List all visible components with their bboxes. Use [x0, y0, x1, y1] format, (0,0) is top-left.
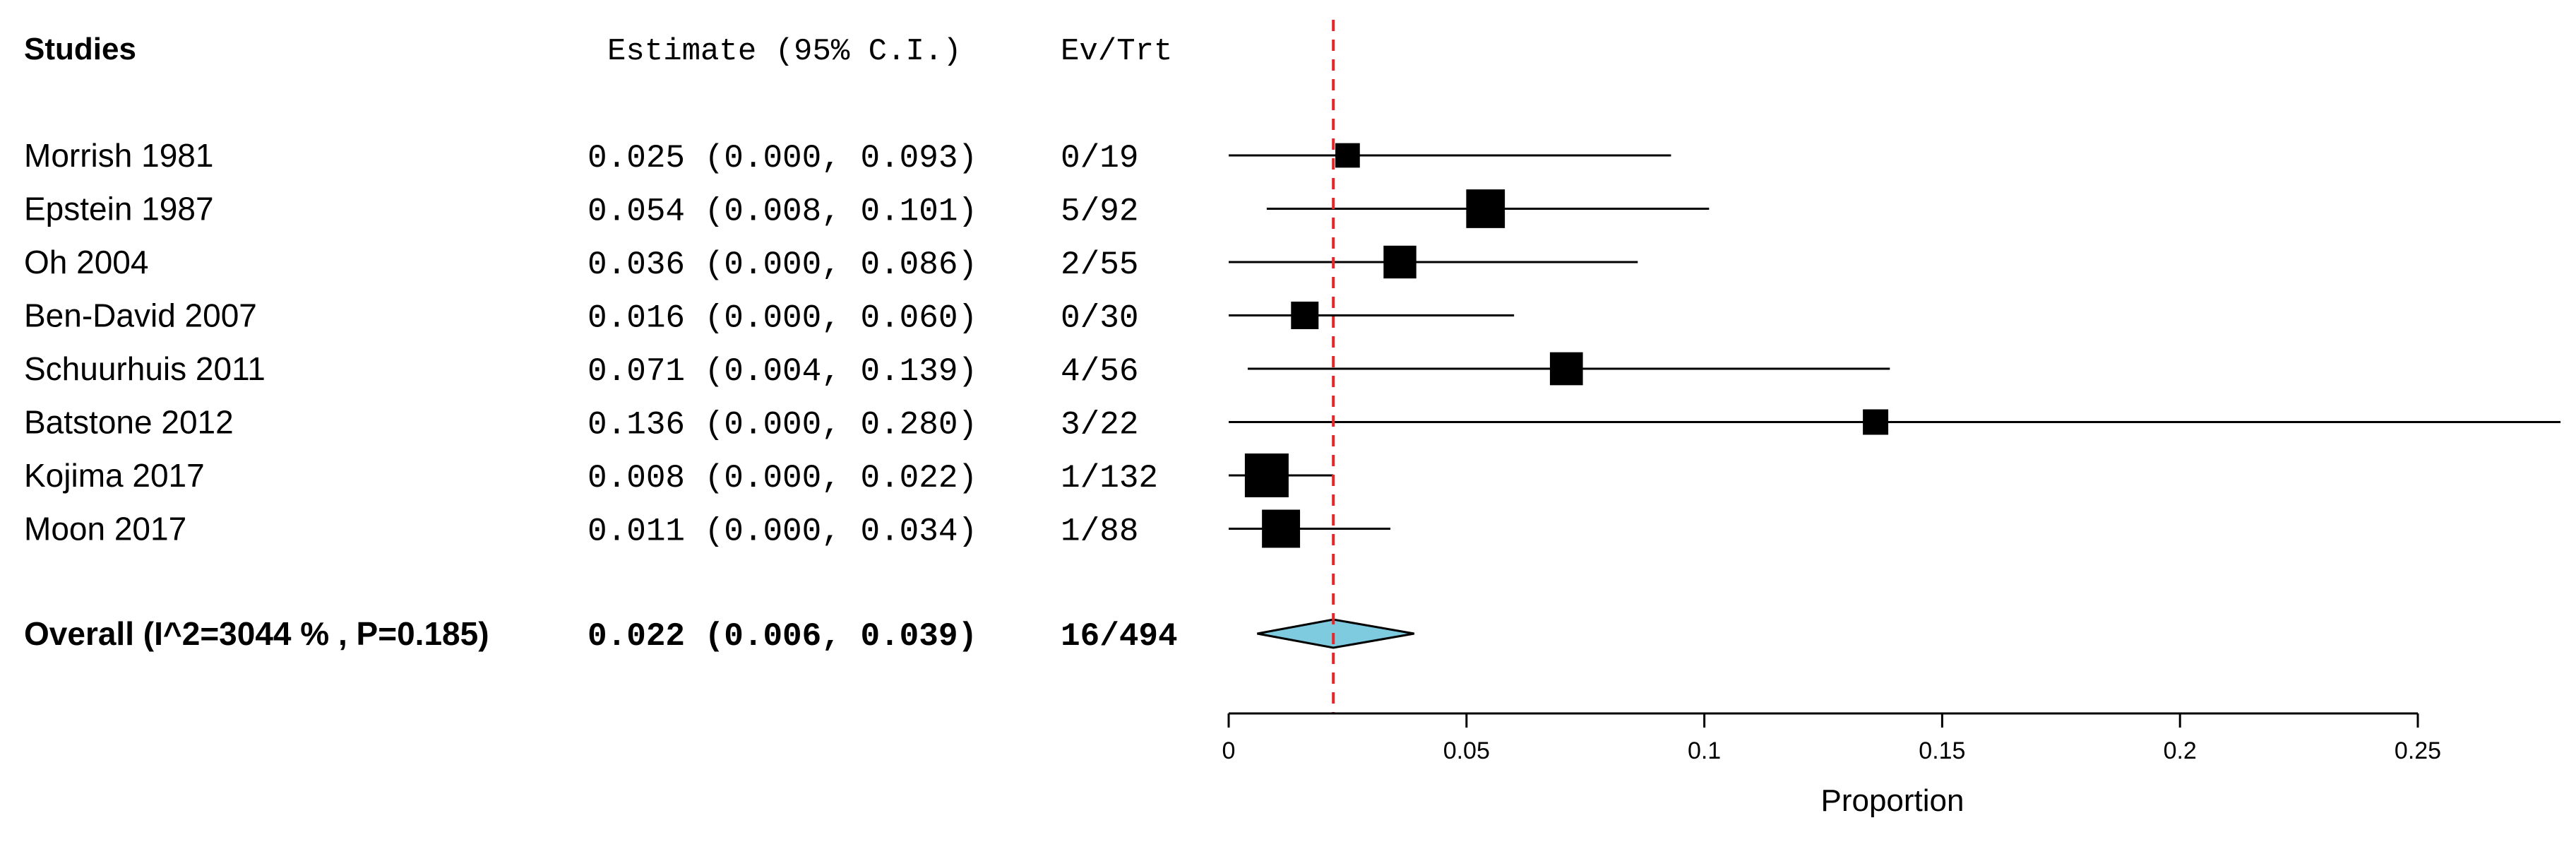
overall-events: 16/494 [1061, 618, 1178, 655]
study-events: 1/132 [1061, 460, 1158, 497]
header-studies: Studies [24, 32, 136, 66]
study-events: 3/22 [1061, 407, 1138, 444]
study-events: 1/88 [1061, 514, 1138, 550]
study-estimate: 0.054 (0.008, 0.101) [588, 194, 977, 230]
x-tick-label: 0 [1222, 737, 1236, 764]
estimate-square [1262, 509, 1301, 548]
study-estimate: 0.036 (0.000, 0.086) [588, 247, 977, 283]
x-axis-label: Proportion [1820, 783, 1964, 818]
study-events: 0/30 [1061, 300, 1138, 337]
estimate-square [1335, 143, 1360, 168]
x-tick-label: 0.2 [2164, 737, 2197, 764]
estimate-square [1466, 189, 1505, 228]
x-tick-label: 0.15 [1919, 737, 1965, 764]
estimate-square [1244, 453, 1289, 497]
x-tick-label: 0.05 [1443, 737, 1490, 764]
header-events: Ev/Trt [1061, 34, 1172, 69]
study-name: Morrish 1981 [24, 137, 213, 174]
study-name: Schuurhuis 2011 [24, 350, 266, 387]
study-name: Kojima 2017 [24, 457, 205, 494]
header-estimate: Estimate (95% C.I.) [607, 34, 962, 69]
study-estimate: 0.136 (0.000, 0.280) [588, 407, 977, 444]
study-name: Moon 2017 [24, 511, 186, 547]
x-tick-label: 0.25 [2395, 737, 2441, 764]
estimate-square [1383, 245, 1417, 279]
plot-marks [1229, 20, 2561, 713]
study-events: 5/92 [1061, 194, 1138, 230]
estimate-square [1863, 409, 1889, 435]
study-name: Ben-David 2007 [24, 297, 257, 334]
study-events: 0/19 [1061, 140, 1138, 177]
estimate-square [1291, 302, 1319, 329]
study-rows: Morrish 1981 0.025 (0.000, 0.093) 0/19 Epst… [24, 137, 1178, 655]
study-name: Epstein 1987 [24, 191, 214, 227]
study-estimate: 0.011 (0.000, 0.034) [588, 514, 977, 550]
overall-diamond [1257, 618, 1414, 649]
x-tick-label: 0.1 [1688, 737, 1721, 764]
study-estimate: 0.071 (0.004, 0.139) [588, 353, 977, 390]
estimate-square [1549, 352, 1583, 386]
study-estimate: 0.016 (0.000, 0.060) [588, 300, 977, 337]
x-axis: 0 0.05 0.1 0.15 0.2 0.25 [1222, 712, 2441, 764]
study-events: 2/55 [1061, 247, 1138, 283]
study-name: Batstone 2012 [24, 404, 234, 441]
study-estimate: 0.025 (0.000, 0.093) [588, 140, 977, 177]
overall-estimate: 0.022 (0.006, 0.039) [588, 618, 977, 655]
overall-label: Overall (I^2=3044 % , P=0.185) [24, 615, 489, 652]
study-estimate: 0.008 (0.000, 0.022) [588, 460, 977, 497]
study-events: 4/56 [1061, 353, 1138, 390]
study-name: Oh 2004 [24, 244, 148, 280]
